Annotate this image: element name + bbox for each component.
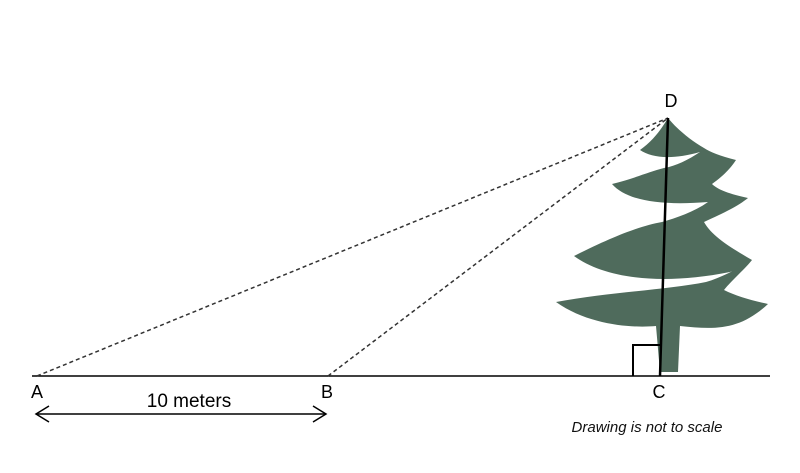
sightline-b-d — [327, 117, 669, 377]
right-angle-marker — [632, 344, 661, 376]
distance-arrowhead-right — [312, 405, 328, 423]
height-segment-c-d — [658, 117, 670, 377]
tree-shape — [556, 118, 768, 372]
scale-note: Drawing is not to scale — [572, 419, 723, 436]
point-label-b: B — [321, 382, 333, 402]
point-label-a: A — [31, 382, 43, 402]
sightline-a-d — [36, 117, 669, 377]
distance-arrowhead-left — [34, 405, 50, 423]
point-label-c: C — [653, 382, 666, 402]
distance-label: 10 meters — [147, 391, 231, 412]
point-label-d: D — [665, 91, 678, 111]
